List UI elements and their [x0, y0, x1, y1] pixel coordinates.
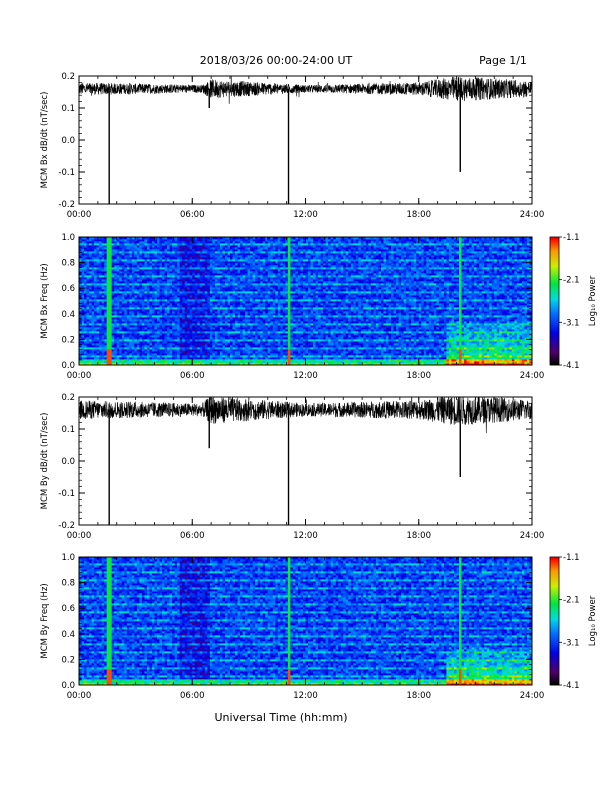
- x-tick-label: 18:00: [407, 210, 432, 220]
- y-tick-label: 1.0: [61, 233, 75, 243]
- x-tick-label: 24:00: [520, 691, 545, 701]
- y-tick-label: 0.1: [61, 425, 75, 435]
- colorbar: -1.1 -2.1 -3.1 -4.1 Log₁₀ Power: [549, 233, 598, 371]
- y-tick-label: -0.2: [58, 521, 75, 531]
- bx-dbdt-panel: 00:00 06:00 12:00 18:00 24:00 -0.2 -0.1 0.0 0.1 0…: [40, 72, 544, 220]
- y-tick-label: 0.6: [61, 284, 75, 294]
- x-tick-label: 18:00: [407, 371, 432, 381]
- signal-trace: [79, 397, 532, 434]
- y-tick-label: 0.6: [61, 604, 75, 614]
- signal-trace: [79, 76, 532, 104]
- y-axis-label: MCM Bx dB/dt (nT/sec): [40, 92, 50, 189]
- x-tick-label: 00:00: [67, 691, 92, 701]
- colorbar-tick-label: -1.1: [563, 233, 580, 243]
- colorbar: -1.1 -2.1 -3.1 -4.1 Log₁₀ Power: [549, 553, 598, 691]
- y-tick-label: 0.2: [61, 72, 75, 82]
- x-tick-label: 06:00: [180, 371, 205, 381]
- y-tick-label: 1.0: [61, 553, 75, 563]
- by-dbdt-panel: 00:00 06:00 12:00 18:00 24:00 -0.2 -0.1 0.0 0.1 0…: [40, 393, 545, 541]
- x-tick-label: 00:00: [67, 371, 92, 381]
- x-tick-label: 18:00: [407, 691, 432, 701]
- y-axis-label: MCM By Freq (Hz): [40, 583, 50, 658]
- y-tick-label: 0.2: [61, 655, 75, 665]
- x-tick-label: 06:00: [180, 210, 205, 220]
- colorbar-tick-label: -2.1: [563, 276, 580, 286]
- x-tick-label: 06:00: [180, 691, 205, 701]
- x-axis-label: Universal Time (hh:mm): [215, 711, 348, 724]
- x-tick-label: 06:00: [180, 531, 205, 541]
- spectrogram-cells: [79, 557, 533, 686]
- colorbar-tick-label: -3.1: [563, 318, 580, 328]
- y-tick-label: 0.0: [61, 681, 75, 691]
- colorbar-tick-label: -3.1: [563, 638, 580, 648]
- page-number: Page 1/1: [479, 54, 527, 67]
- spectrogram-cells: [79, 237, 533, 366]
- x-tick-label: 12:00: [293, 210, 318, 220]
- by-spectrogram-panel: 00:00 06:00 12:00 18:00 24:00 0.0 0.2 0.4 0.6 0.8…: [40, 553, 598, 701]
- x-tick-label: 24:00: [520, 531, 545, 541]
- x-tick-label: 12:00: [293, 371, 318, 381]
- colorbar-tick-label: -1.1: [563, 553, 580, 563]
- y-tick-label: 0.8: [61, 259, 75, 269]
- y-tick-label: -0.2: [58, 200, 75, 210]
- colorbar-tick-label: -2.1: [563, 596, 580, 606]
- y-tick-label: 0.4: [61, 310, 75, 320]
- x-tick-label: 18:00: [407, 531, 432, 541]
- y-tick-label: -0.1: [58, 168, 75, 178]
- y-tick-label: 0.0: [61, 361, 75, 371]
- y-tick-label: -0.1: [58, 489, 75, 499]
- y-tick-label: 0.1: [61, 104, 75, 114]
- bx-spectrogram-panel: 00:00 06:00 12:00 18:00 24:00 0.0 0.2 0.4 0.6 0.8…: [40, 233, 598, 381]
- x-tick-label: 12:00: [293, 691, 318, 701]
- x-tick-label: 12:00: [293, 531, 318, 541]
- y-tick-label: 0.4: [61, 630, 75, 640]
- y-axis-label: MCM By dB/dt (nT/sec): [40, 413, 50, 510]
- y-tick-label: 0.8: [61, 579, 75, 589]
- colorbar-tick-label: -4.1: [563, 361, 580, 371]
- y-tick-label: 0.0: [61, 457, 75, 467]
- colorbar-label: Log₁₀ Power: [588, 275, 598, 326]
- y-axis-label: MCM Bx Freq (Hz): [40, 263, 50, 338]
- page-title: 2018/03/26 00:00-24:00 UT: [200, 54, 353, 67]
- y-tick-label: 0.2: [61, 393, 75, 403]
- colorbar-label: Log₁₀ Power: [588, 595, 598, 646]
- x-tick-label: 00:00: [67, 210, 92, 220]
- y-tick-label: 0.0: [61, 136, 75, 146]
- x-tick-label: 00:00: [67, 531, 92, 541]
- y-tick-label: 0.2: [61, 335, 75, 345]
- x-tick-label: 24:00: [520, 371, 545, 381]
- x-tick-label: 24:00: [520, 210, 545, 220]
- colorbar-tick-label: -4.1: [563, 681, 580, 691]
